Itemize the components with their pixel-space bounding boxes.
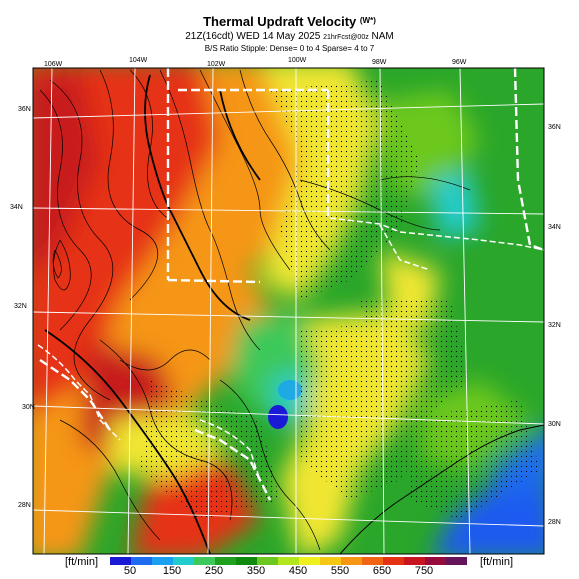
colorbar-tick-label: 450 bbox=[288, 565, 308, 577]
colorbar-swatch bbox=[110, 557, 131, 565]
colorbar-unit-left: [ft/min] bbox=[65, 556, 99, 568]
lat-lon-grid bbox=[33, 68, 544, 554]
rivers bbox=[37, 217, 544, 481]
title-unit: (W*) bbox=[359, 16, 376, 25]
lat-label-left: 36N bbox=[18, 106, 31, 113]
low-updraft-core bbox=[268, 405, 288, 429]
colorbar-swatch bbox=[320, 557, 341, 565]
updraft-minimum bbox=[278, 380, 302, 400]
stipple-area bbox=[400, 400, 540, 520]
colorbar-tick-label: 150 bbox=[162, 565, 182, 577]
chart-title: Thermal Updraft Velocity (W*) bbox=[0, 14, 579, 29]
lat-label-right: 30N bbox=[548, 421, 561, 428]
colorbar-tick-label: 550 bbox=[330, 565, 350, 577]
stipple-area bbox=[270, 80, 420, 300]
colorbar-tick-label: 650 bbox=[372, 565, 392, 577]
colorbar-swatch bbox=[194, 557, 215, 565]
stipple-area bbox=[140, 380, 280, 520]
lat-label-right: 32N bbox=[548, 322, 561, 329]
subtitle-small: 21hrFcst@00z bbox=[323, 34, 369, 41]
chart-subtitle: 21Z(16cdt) WED 14 May 2025 21hrFcst@00z … bbox=[0, 31, 579, 42]
colorbar-swatch bbox=[341, 557, 362, 565]
colorbar-swatch bbox=[404, 557, 425, 565]
colorbar-tick-label: 350 bbox=[246, 565, 266, 577]
colorbar-swatch bbox=[236, 557, 257, 565]
map-frame bbox=[32, 67, 545, 555]
state-borders bbox=[39, 68, 544, 501]
colorbar-swatch bbox=[446, 557, 467, 565]
colorbar-swatch bbox=[173, 557, 194, 565]
lat-label-left: 28N bbox=[18, 502, 31, 509]
colorbar-swatch bbox=[257, 557, 278, 565]
lat-label-right: 28N bbox=[548, 519, 561, 526]
colorbar-tick-label: 50 bbox=[123, 565, 137, 577]
colorbar-swatch bbox=[131, 557, 152, 565]
colorbar-swatch bbox=[425, 557, 446, 565]
stipple-note: B/S Ratio Stipple: Dense= 0 to 4 Sparse=… bbox=[204, 44, 375, 53]
lat-label-left: 32N bbox=[14, 303, 27, 310]
colorbar-unit-right: [ft/min] bbox=[480, 556, 514, 568]
lon-label: 100W bbox=[288, 57, 307, 64]
colorbar-tick-label: 250 bbox=[204, 565, 224, 577]
colorbar-tick-label: 750 bbox=[414, 565, 434, 577]
subtitle-model: NAM bbox=[371, 31, 394, 42]
lat-label-right: 34N bbox=[548, 224, 561, 231]
lat-label-right: 36N bbox=[548, 124, 561, 131]
colorbar-swatch bbox=[278, 557, 299, 565]
map-field bbox=[33, 68, 544, 554]
coastline bbox=[339, 424, 544, 554]
title-text: Thermal Updraft Velocity bbox=[203, 14, 357, 29]
subtitle-main: 21Z(16cdt) WED 14 May 2025 bbox=[185, 31, 321, 42]
terrain-contours bbox=[39, 69, 471, 551]
colorbar bbox=[110, 557, 467, 565]
colorbar-swatch bbox=[299, 557, 320, 565]
colorbar-swatch bbox=[362, 557, 383, 565]
colorbar-swatch bbox=[152, 557, 173, 565]
lon-label: 106W bbox=[44, 61, 63, 68]
lon-label: 104W bbox=[129, 57, 148, 64]
lat-label-left: 34N bbox=[10, 204, 23, 211]
lon-label: 98W bbox=[372, 59, 387, 66]
lon-label: 96W bbox=[452, 59, 467, 66]
lon-label: 102W bbox=[207, 61, 226, 68]
stipple-area bbox=[360, 300, 470, 420]
lat-label-left: 30N bbox=[22, 404, 35, 411]
colorbar-swatch bbox=[215, 557, 236, 565]
colorbar-swatch bbox=[383, 557, 404, 565]
